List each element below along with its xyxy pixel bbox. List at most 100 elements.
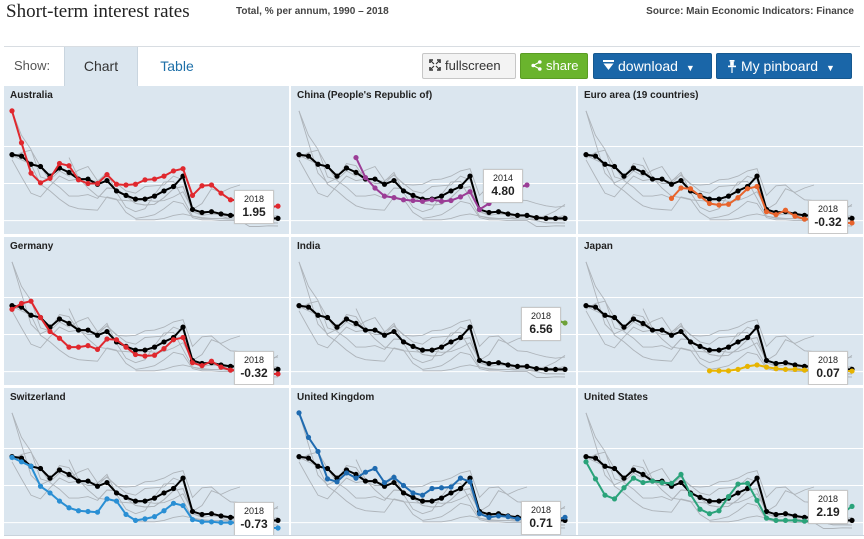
- oecd-total-point: [476, 357, 483, 364]
- country-series-point: [744, 363, 751, 369]
- panel-germany[interactable]: Germany 2018 -0.32: [4, 237, 289, 385]
- oecd-total-point: [505, 362, 511, 368]
- oecd-total-point: [305, 304, 312, 310]
- oecd-total-point: [37, 465, 44, 472]
- chevron-down-icon: ▼: [685, 63, 695, 73]
- oecd-total-point: [132, 347, 139, 353]
- oecd-total-point: [659, 176, 665, 182]
- oecd-total-point: [391, 328, 397, 335]
- oecd-total-point: [189, 508, 196, 515]
- country-series-point: [716, 202, 722, 208]
- oecd-total-point: [716, 498, 722, 504]
- country-series-point: [199, 519, 205, 525]
- callout-year: 2018: [530, 310, 552, 321]
- country-series-point: [85, 343, 91, 349]
- country-series-point: [429, 197, 435, 203]
- panel-united-kingdom[interactable]: United Kingdom 2018 0.71: [291, 388, 576, 536]
- panel-title: China (People's Republic of): [297, 90, 433, 101]
- pinboard-button[interactable]: My pinboard ▼: [716, 53, 852, 79]
- oecd-total-point: [343, 165, 350, 171]
- background-series-line: [11, 461, 279, 522]
- oecd-total-point: [467, 475, 473, 481]
- country-series-point: [94, 180, 101, 187]
- oecd-total-point: [687, 339, 694, 345]
- country-series-point: [602, 492, 608, 498]
- callout-year: 2018: [243, 355, 265, 365]
- country-series-point: [189, 360, 196, 366]
- background-series-line: [585, 110, 853, 219]
- oecd-total-point: [630, 316, 637, 322]
- oecd-total-point: [56, 467, 63, 473]
- panel-united-states[interactable]: United States 2018 2.19: [578, 388, 863, 536]
- oecd-total-point: [602, 161, 608, 167]
- panel-china-people-s-republic-of[interactable]: China (People's Republic of) 2014 4.80: [291, 86, 576, 234]
- background-series-line: [585, 261, 853, 359]
- oecd-total-point: [668, 332, 675, 338]
- oecd-total-point: [66, 169, 72, 176]
- oecd-total-point: [467, 324, 473, 330]
- oecd-total-point: [161, 339, 167, 345]
- country-series-point: [649, 478, 656, 484]
- oecd-total-point: [75, 327, 82, 333]
- country-series-point: [353, 154, 359, 161]
- background-series-line: [68, 157, 241, 211]
- value-callout: 2018 0.71: [521, 501, 561, 536]
- country-series-point: [218, 519, 224, 526]
- country-series-point: [505, 514, 511, 520]
- oecd-total-point: [543, 366, 549, 372]
- oecd-total-point: [85, 478, 91, 484]
- oecd-total-point: [457, 334, 464, 341]
- fullscreen-button[interactable]: fullscreen: [422, 53, 516, 79]
- download-button[interactable]: download ▼: [593, 53, 712, 79]
- oecd-total-point: [486, 209, 492, 216]
- country-series-point: [668, 480, 675, 486]
- background-series-line: [298, 305, 566, 378]
- oecd-total-point: [94, 332, 101, 338]
- panel-euro-area-19-countries[interactable]: Euro area (19 countries) 2018 -0.32: [578, 86, 863, 234]
- country-series-point: [782, 517, 789, 523]
- oecd-total-point: [28, 312, 34, 318]
- country-series-point: [227, 519, 234, 526]
- tab-table[interactable]: Table: [160, 58, 194, 74]
- oecd-total-point: [227, 212, 234, 218]
- oecd-total-point: [602, 463, 608, 469]
- download-icon: [603, 54, 614, 78]
- oecd-total-point: [161, 188, 167, 194]
- oecd-total-point: [189, 206, 196, 213]
- panel-japan[interactable]: Japan 2018 0.07: [578, 237, 863, 385]
- background-series-line: [642, 459, 815, 513]
- country-series-point: [37, 483, 44, 489]
- country-series-point: [659, 479, 665, 486]
- oecd-total-point: [315, 161, 321, 167]
- value-callout: 2018 -0.32: [808, 200, 848, 234]
- country-series-point: [467, 189, 473, 195]
- country-series-point: [56, 160, 63, 167]
- panel-switzerland[interactable]: Switzerland 2018 -0.73: [4, 388, 289, 536]
- oecd-total-point: [678, 328, 684, 335]
- country-series-point: [687, 186, 694, 192]
- panel-plot: [291, 110, 576, 227]
- oecd-total-point: [438, 495, 445, 501]
- oecd-total-point: [18, 153, 25, 159]
- oecd-total-point: [514, 363, 521, 369]
- oecd-total-point: [735, 188, 741, 194]
- oecd-total-point: [706, 347, 713, 353]
- country-series-point: [334, 479, 340, 485]
- tab-chart[interactable]: Chart: [64, 47, 138, 87]
- country-series-point: [801, 216, 808, 222]
- panel-title: Australia: [10, 90, 53, 101]
- oecd-total-point: [410, 494, 416, 500]
- country-series-point: [495, 513, 502, 519]
- oecd-total-point: [305, 153, 312, 159]
- country-series-point: [725, 368, 732, 374]
- panel-india[interactable]: India 2018 6.56: [291, 237, 576, 385]
- country-series-point: [630, 475, 637, 481]
- fullscreen-label: fullscreen: [445, 58, 501, 73]
- background-series-line: [11, 305, 279, 378]
- oecd-total-point: [735, 490, 741, 496]
- value-callout: 2018 -0.73: [234, 502, 274, 536]
- panel-australia[interactable]: Australia 2018 1.95: [4, 86, 289, 234]
- share-button[interactable]: share: [520, 53, 588, 79]
- country-series-point: [94, 509, 101, 515]
- background-series-line: [585, 456, 853, 529]
